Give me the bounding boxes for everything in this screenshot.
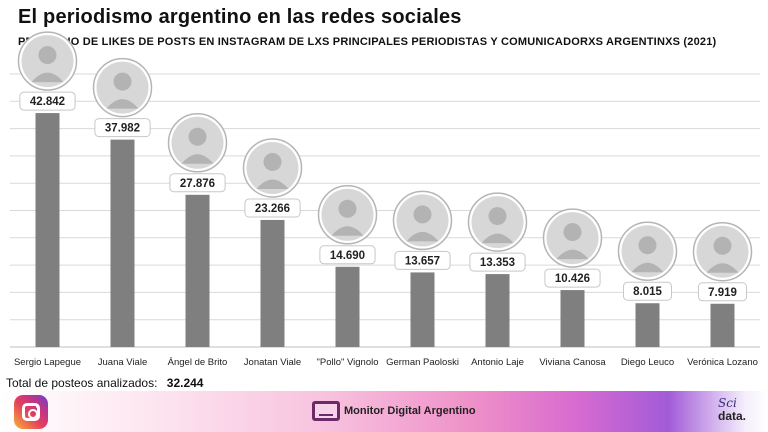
value-label: 37.982: [105, 123, 140, 135]
value-label-box: [469, 252, 526, 272]
value-label: 13.353: [480, 257, 515, 269]
chart-subtitle: PROMEDIO DE LIKES DE POSTS EN INSTAGRAM …: [18, 36, 717, 48]
total-posts-label: Total de posteos analizados:: [6, 376, 158, 390]
value-label-box: [698, 282, 747, 302]
value-label: 27.876: [180, 178, 215, 190]
value-label: 14.690: [330, 250, 365, 262]
avatar-body: [31, 72, 64, 83]
avatar-body: [256, 179, 289, 189]
value-label: 10.426: [555, 273, 590, 285]
category-label: Juana Viale: [98, 357, 147, 368]
bar: [35, 113, 60, 348]
value-label-box: [244, 198, 301, 218]
bar: [260, 219, 285, 347]
category-label: Verónica Lozano: [687, 357, 758, 368]
bar: [485, 274, 510, 347]
avatar-body: [106, 99, 139, 109]
value-label-box: [544, 268, 601, 288]
monitor-digital-logo: Monitor Digital Argentino: [312, 399, 476, 423]
bar: [185, 194, 210, 347]
category-label: Sergio Lapegue: [14, 357, 81, 368]
category-label: Antonio Laje: [471, 357, 524, 368]
total-posts: Total de posteos analizados: 32.244: [6, 376, 203, 390]
value-label-box: [394, 250, 451, 270]
tv-icon: [312, 401, 340, 421]
avatar-head: [488, 207, 507, 226]
avatar-body: [481, 233, 514, 244]
scidata-logo-line2: data.: [718, 409, 747, 423]
bar: [110, 139, 135, 347]
scidata-logo: Sci data.: [718, 397, 748, 423]
avatar-head: [563, 223, 582, 242]
category-label: German Paoloski: [386, 357, 459, 368]
monitor-digital-name: Monitor Digital Argentino: [344, 405, 476, 417]
avatar-body: [181, 154, 214, 164]
avatar-head: [188, 127, 207, 146]
avatar-head: [38, 46, 57, 65]
chart-title: El periodismo argentino en las redes soc…: [18, 6, 462, 28]
bar: [635, 303, 660, 347]
category-label: Ángel de Brito: [168, 357, 228, 368]
bar: [410, 272, 435, 347]
value-label: 42.842: [30, 96, 65, 108]
avatar-body: [631, 262, 664, 273]
avatar-head: [338, 199, 357, 218]
avatar-head: [638, 236, 657, 255]
value-label: 7.919: [708, 287, 737, 299]
instagram-icon: [14, 395, 48, 429]
avatar-body: [331, 226, 364, 236]
value-label-box: [169, 173, 226, 193]
value-label: 8.015: [633, 286, 662, 298]
bar: [335, 266, 360, 347]
value-label: 13.657: [405, 255, 440, 267]
scidata-logo-line1: Sci: [718, 396, 737, 410]
value-label-box: [319, 245, 376, 265]
avatar-head: [713, 236, 732, 255]
avatar-body: [706, 263, 739, 273]
avatar-head: [413, 205, 432, 224]
avatar-body: [406, 231, 439, 242]
total-posts-value: 32.244: [166, 376, 204, 390]
avatar-head: [263, 152, 282, 171]
value-label-box: [623, 281, 672, 301]
category-label: "Pollo" Vignolo: [316, 357, 378, 368]
footer-banner: Monitor Digital Argentino Sci data.: [0, 391, 768, 432]
avatar-head: [113, 72, 132, 91]
value-label-box: [19, 91, 76, 111]
category-label: Jonatan Viale: [244, 357, 301, 368]
value-label: 23.266: [255, 203, 290, 215]
category-label: Viviana Canosa: [539, 357, 606, 368]
bar: [560, 290, 585, 347]
category-label: Diego Leuco: [621, 357, 674, 368]
value-label-box: [94, 118, 151, 138]
avatar-body: [556, 249, 589, 260]
bar: [710, 303, 735, 347]
